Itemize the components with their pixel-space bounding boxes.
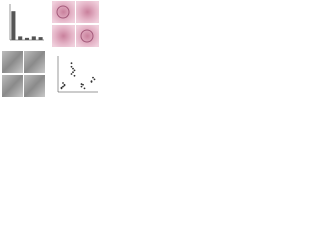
em-panel [2, 51, 45, 97]
data-point [72, 67, 74, 70]
histology-image [76, 1, 99, 23]
histology-image [76, 25, 99, 47]
data-point [90, 81, 93, 83]
glomerulus [56, 5, 70, 19]
bar [11, 11, 16, 40]
data-point [93, 78, 96, 81]
bar [38, 37, 43, 40]
data-point [80, 83, 83, 85]
scatter-panel [57, 56, 98, 93]
data-point [82, 83, 84, 86]
bar [31, 36, 36, 40]
bar [18, 36, 23, 40]
bar [24, 37, 30, 40]
figure [2, 1, 99, 97]
data-point [70, 65, 73, 68]
em-image [2, 75, 23, 97]
glomerulus [80, 29, 94, 43]
data-point [62, 85, 64, 88]
data-point [70, 62, 73, 65]
histology-image [52, 1, 75, 23]
data-point [60, 86, 63, 89]
histology-image [52, 25, 75, 47]
data-point [62, 82, 64, 84]
data-point [73, 69, 76, 72]
data-point [70, 73, 73, 75]
data-point [83, 87, 86, 90]
em-image [24, 75, 45, 97]
em-image [24, 51, 45, 73]
data-point [63, 84, 66, 87]
data-point [92, 76, 94, 79]
data-point [73, 74, 76, 77]
data-point [80, 85, 83, 88]
data-point [72, 71, 74, 74]
histology-panel [52, 1, 99, 47]
em-image [2, 51, 23, 73]
